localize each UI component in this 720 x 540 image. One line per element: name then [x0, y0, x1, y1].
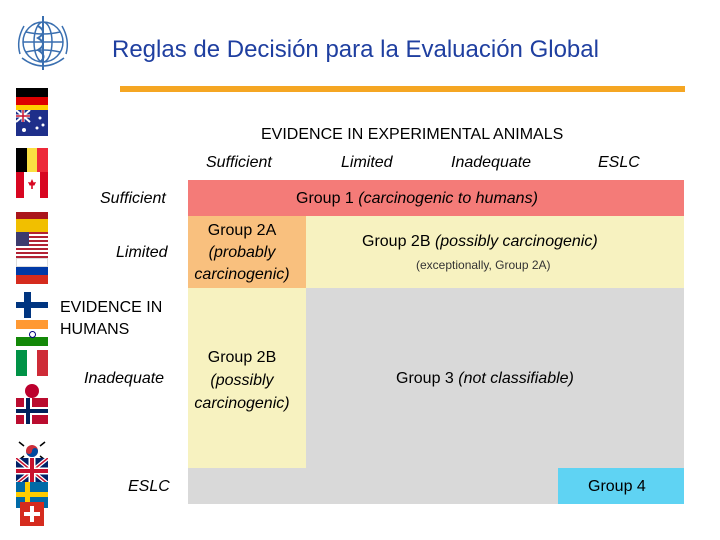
group2b-main-prefix: Group 2B [362, 233, 435, 250]
row-header-sufficient: Sufficient [100, 190, 166, 207]
title-rule [120, 86, 685, 92]
group3-prefix: Group 3 [396, 370, 459, 387]
group3-detail: (not classifiable) [458, 370, 574, 387]
who-emblem-logo [12, 12, 74, 76]
col-header-limited: Limited [341, 154, 393, 171]
group2b-main-cell [306, 216, 684, 288]
group2b-side-line3: carcinogenic) [194, 395, 290, 412]
group1-prefix: Group 1 [296, 190, 359, 207]
group2b-main-label: Group 2B (possibly carcinogenic) [362, 233, 598, 251]
germany-flag-icon [16, 88, 48, 114]
group2a-line2: (probably [208, 244, 276, 261]
group1-label: Group 1 (carcinogenic to humans) [296, 190, 538, 208]
group2b-side-line1: Group 2B [207, 349, 277, 366]
group3-label: Group 3 (not classifiable) [396, 370, 574, 388]
italy-flag-icon [16, 350, 49, 376]
finland-flag-icon [16, 292, 48, 318]
col-header-eslc: ESLC [598, 154, 640, 171]
canada-flag-icon [16, 172, 48, 198]
group2a-line3: carcinogenic) [194, 266, 290, 283]
group4-cell [558, 468, 684, 504]
switzerland-flag-icon [20, 502, 44, 526]
group2b-side-label: Group 2B (possibly carcinogenic) [188, 346, 296, 415]
uk-flag-icon [14, 456, 50, 486]
group1-cell [188, 180, 684, 216]
group2b-side-cell [188, 288, 306, 468]
col-header-sufficient: Sufficient [206, 154, 272, 171]
india-flag-icon [16, 320, 48, 346]
row-header-inadequate: Inadequate [84, 370, 165, 387]
slide-title: Reglas de Decisión para la Evaluación Gl… [112, 36, 599, 63]
row-header-eslc: ESLC [128, 478, 170, 495]
usa-flag-icon [16, 232, 48, 258]
norway-flag-icon [16, 398, 48, 424]
group2a-cell [188, 216, 306, 288]
group2b-main-detail: (possibly carcinogenic) [434, 233, 598, 250]
humans-heading-text: EVIDENCE IN HUMANS [60, 299, 163, 338]
australia-flag-icon [15, 109, 48, 136]
experimental-heading: EVIDENCE IN EXPERIMENTAL ANIMALS [261, 126, 564, 143]
group1-detail: (carcinogenic to humans) [358, 190, 538, 207]
group2a-label: Group 2A (probably carcinogenic) [188, 220, 296, 286]
group4-label: Group 4 [588, 478, 646, 495]
humans-heading: EVIDENCE IN HUMANS [60, 297, 200, 341]
row-header-limited: Limited [116, 244, 168, 261]
col-header-inadequate: Inadequate [451, 154, 532, 171]
russia-flag-icon [16, 258, 48, 284]
group2b-exception-note: (exceptionally, Group 2A) [416, 258, 551, 272]
belgium-flag-icon [16, 148, 49, 174]
group2b-side-line2: (possibly [210, 372, 274, 389]
group2a-line1: Group 2A [207, 222, 277, 239]
